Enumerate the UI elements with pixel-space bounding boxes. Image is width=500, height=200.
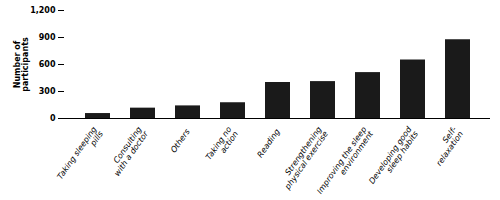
svg-text:Others: Others <box>169 127 192 154</box>
svg-text:Number ofparticipants: Number ofparticipants <box>13 37 30 92</box>
svg-text:1,200: 1,200 <box>30 6 56 15</box>
svg-text:900: 900 <box>39 33 56 42</box>
svg-text:Improving the sleepenvironment: Improving the sleepenvironment <box>315 124 375 200</box>
svg-text:Taking sleepingpills: Taking sleepingpills <box>55 125 105 186</box>
svg-text:Reading: Reading <box>256 127 282 159</box>
svg-text:Self-relaxation: Self-relaxation <box>428 125 465 168</box>
svg-text:Developing goodsleep habits: Developing goodsleep habits <box>367 124 420 190</box>
svg-text:Consultingwith a doctor: Consultingwith a doctor <box>106 124 151 177</box>
svg-text:300: 300 <box>39 87 56 96</box>
svg-text:0: 0 <box>50 114 56 123</box>
svg-text:600: 600 <box>39 60 56 69</box>
svg-text:Taking noaction: Taking noaction <box>204 125 240 166</box>
